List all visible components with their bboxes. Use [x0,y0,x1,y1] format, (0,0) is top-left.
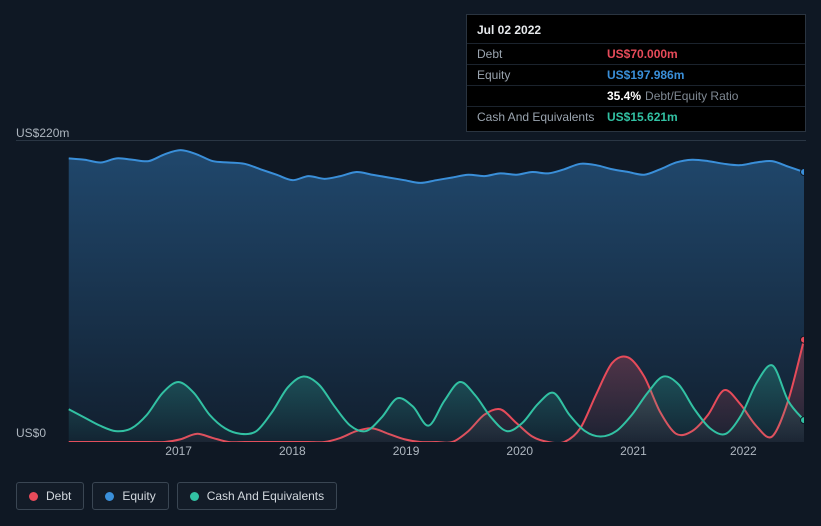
x-axis-tick: 2020 [506,444,533,458]
tooltip-ratio-label: Debt/Equity Ratio [645,89,738,103]
tooltip-label: Debt [477,47,607,61]
legend-item-equity[interactable]: Equity [92,482,168,510]
x-axis-tick: 2018 [279,444,306,458]
tooltip-row-equity: Equity US$197.986m [467,64,805,85]
series-end-marker-cash-and-equivalents [801,417,805,424]
chart-container: US$220m US$0 2017 2018 2019 2020 2021 2022 [16,120,806,470]
legend-dot-icon [190,492,199,501]
legend-dot-icon [29,492,38,501]
x-axis-tick: 2022 [730,444,757,458]
plot-area[interactable] [46,142,804,442]
grid-line [16,140,806,141]
legend-dot-icon [105,492,114,501]
x-axis-tick: 2017 [165,444,192,458]
legend-label: Cash And Equivalents [207,489,324,503]
tooltip-label-empty [477,89,607,103]
legend-label: Debt [46,489,71,503]
tooltip-label: Equity [477,68,607,82]
x-axis: 2017 2018 2019 2020 2021 2022 [46,444,804,464]
x-axis-tick: 2021 [620,444,647,458]
tooltip-value-equity: US$197.986m [607,68,684,82]
tooltip-ratio-pct: 35.4% [607,89,641,103]
legend-label: Equity [122,489,155,503]
legend-item-cash-and-equivalents[interactable]: Cash And Equivalents [177,482,337,510]
legend: Debt Equity Cash And Equivalents [16,482,337,510]
tooltip-row-ratio: 35.4% Debt/Equity Ratio [467,85,805,106]
series-end-marker-equity [801,169,805,176]
x-axis-tick: 2019 [393,444,420,458]
tooltip-date: Jul 02 2022 [467,19,805,43]
y-axis-label-bottom: US$0 [16,426,46,440]
tooltip-value-debt: US$70.000m [607,47,678,61]
legend-item-debt[interactable]: Debt [16,482,84,510]
series-end-marker-debt [801,336,805,343]
chart-svg [46,142,804,442]
y-axis-label-top: US$220m [16,126,69,140]
chart-tooltip: Jul 02 2022 Debt US$70.000m Equity US$19… [466,14,806,132]
tooltip-row-debt: Debt US$70.000m [467,43,805,64]
